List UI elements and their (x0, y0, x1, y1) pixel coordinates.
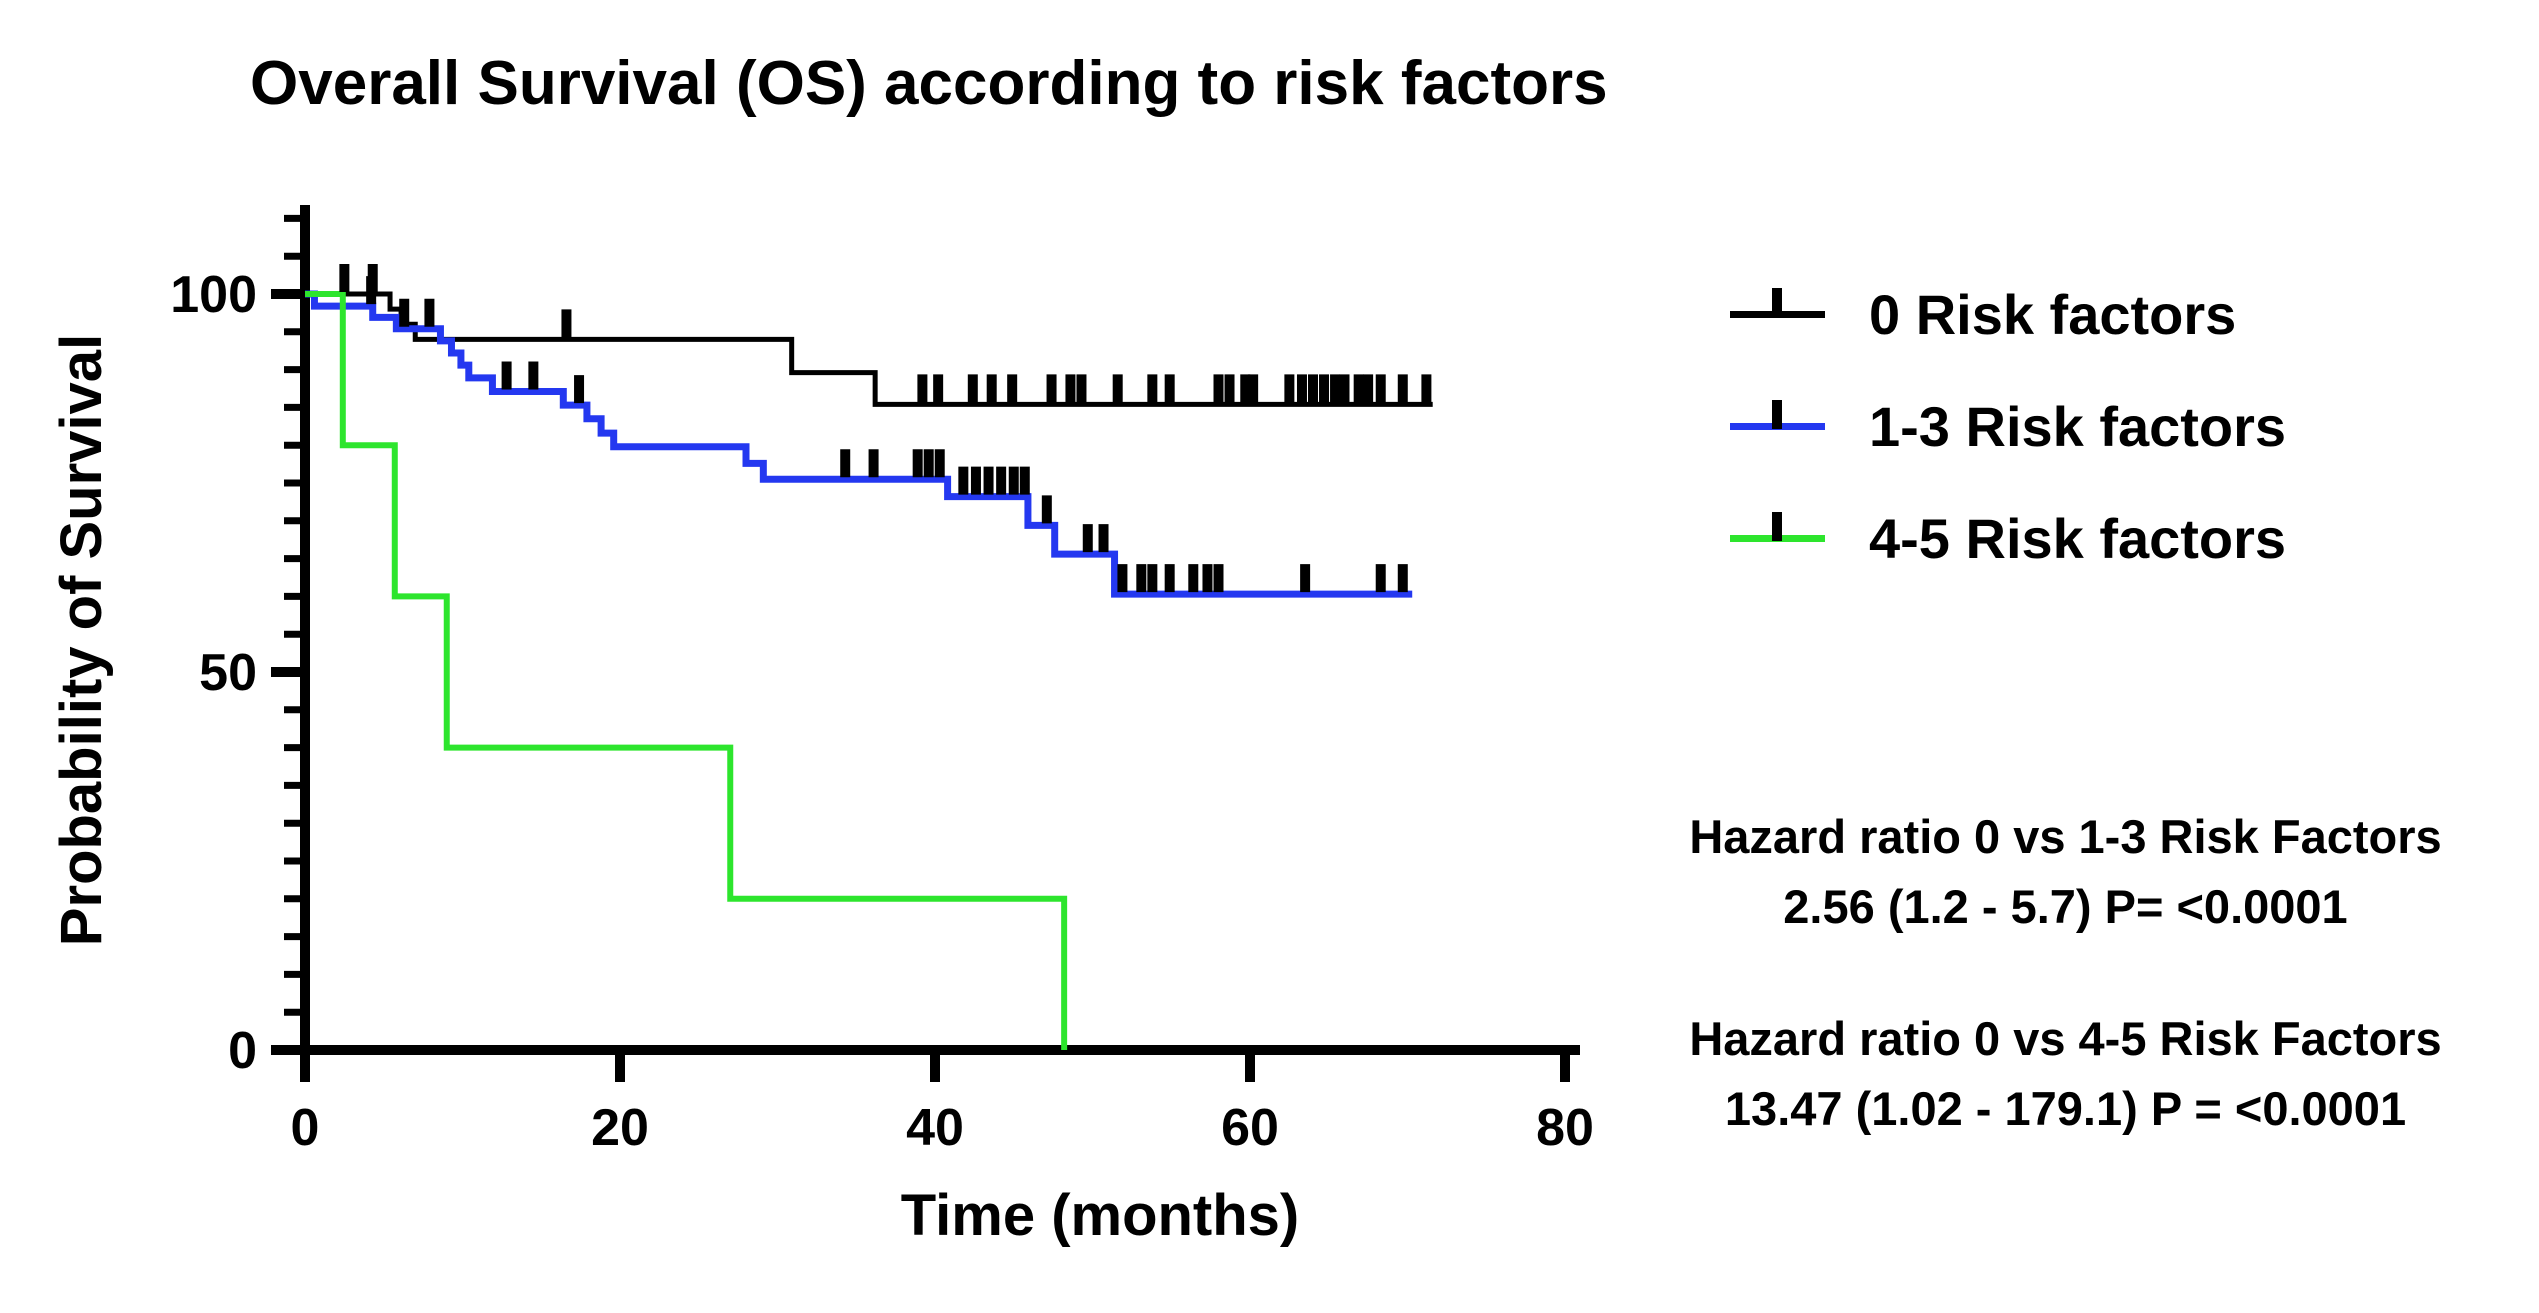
svg-text:40: 40 (906, 1099, 964, 1157)
x-axis-title: Time (months) (900, 1183, 1300, 1248)
legend-item-0-risk: 0 Risk factors (1730, 258, 2530, 370)
svg-text:0: 0 (291, 1099, 320, 1157)
svg-text:80: 80 (1536, 1099, 1594, 1157)
legend-label: 4-5 Risk factors (1869, 506, 2287, 570)
svg-text:0: 0 (228, 1022, 257, 1080)
legend-key-symbol (1730, 394, 1825, 458)
hazard-ratio-2-title: Hazard ratio 0 vs 4-5 Risk Factors (1689, 1012, 2442, 1065)
legend-label: 0 Risk factors (1869, 282, 2237, 346)
svg-text:50: 50 (199, 644, 257, 702)
legend: 0 Risk factors 1-3 Risk factors 4-5 Risk… (1730, 258, 2530, 594)
legend-item-4-5-risk: 4-5 Risk factors (1730, 482, 2530, 594)
hazard-ratio-1-value: 2.56 (1.2 - 5.7) P= <0.0001 (1783, 880, 2348, 933)
svg-text:20: 20 (591, 1099, 649, 1157)
hazard-ratio-annotation-2: Hazard ratio 0 vs 4-5 Risk Factors 13.47… (1592, 1004, 2539, 1144)
chart-title: Overall Survival (OS) according to risk … (250, 49, 1608, 118)
svg-text:100: 100 (170, 266, 257, 324)
legend-label: 1-3 Risk factors (1869, 394, 2287, 458)
legend-key-symbol (1730, 282, 1825, 346)
svg-text:60: 60 (1221, 1099, 1279, 1157)
legend-item-1-3-risk: 1-3 Risk factors (1730, 370, 2530, 482)
legend-key-symbol (1730, 506, 1825, 570)
censor-tick-icon (1772, 400, 1782, 429)
hazard-ratio-1-title: Hazard ratio 0 vs 1-3 Risk Factors (1689, 810, 2442, 863)
hazard-ratio-2-value: 13.47 (1.02 - 179.1) P = <0.0001 (1724, 1082, 2407, 1135)
censor-tick-icon (1772, 512, 1782, 541)
hazard-ratio-annotation-1: Hazard ratio 0 vs 1-3 Risk Factors 2.56 … (1592, 802, 2539, 942)
censor-tick-icon (1772, 288, 1782, 317)
